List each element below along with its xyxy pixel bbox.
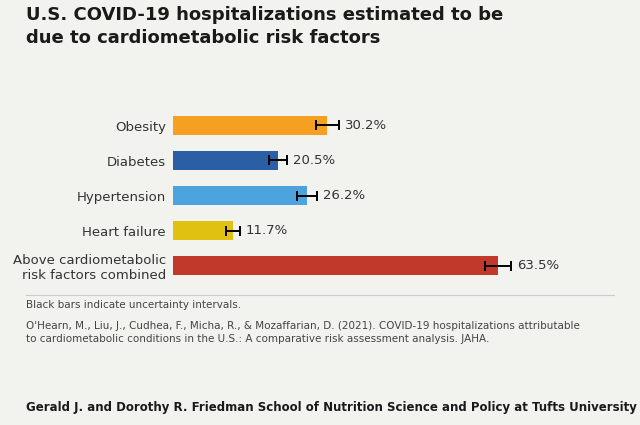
Bar xyxy=(173,221,233,240)
Text: Black bars indicate uncertainty intervals.: Black bars indicate uncertainty interval… xyxy=(26,300,241,310)
Bar xyxy=(173,187,307,204)
Text: Gerald J. and Dorothy R. Friedman School of Nutrition Science and Policy at Tuft: Gerald J. and Dorothy R. Friedman School… xyxy=(26,401,636,414)
Text: 11.7%: 11.7% xyxy=(246,224,288,237)
Bar xyxy=(173,256,498,275)
Text: 63.5%: 63.5% xyxy=(517,259,559,272)
Bar xyxy=(173,151,278,170)
Text: 30.2%: 30.2% xyxy=(346,119,387,132)
Text: O'Hearn, M., Liu, J., Cudhea, F., Micha, R., & Mozaffarian, D. (2021). COVID-19 : O'Hearn, M., Liu, J., Cudhea, F., Micha,… xyxy=(26,321,579,344)
Text: 26.2%: 26.2% xyxy=(323,189,365,202)
Bar xyxy=(173,116,328,135)
Text: U.S. COVID-19 hospitalizations estimated to be
due to cardiometabolic risk facto: U.S. COVID-19 hospitalizations estimated… xyxy=(26,6,503,47)
Text: 20.5%: 20.5% xyxy=(293,154,335,167)
